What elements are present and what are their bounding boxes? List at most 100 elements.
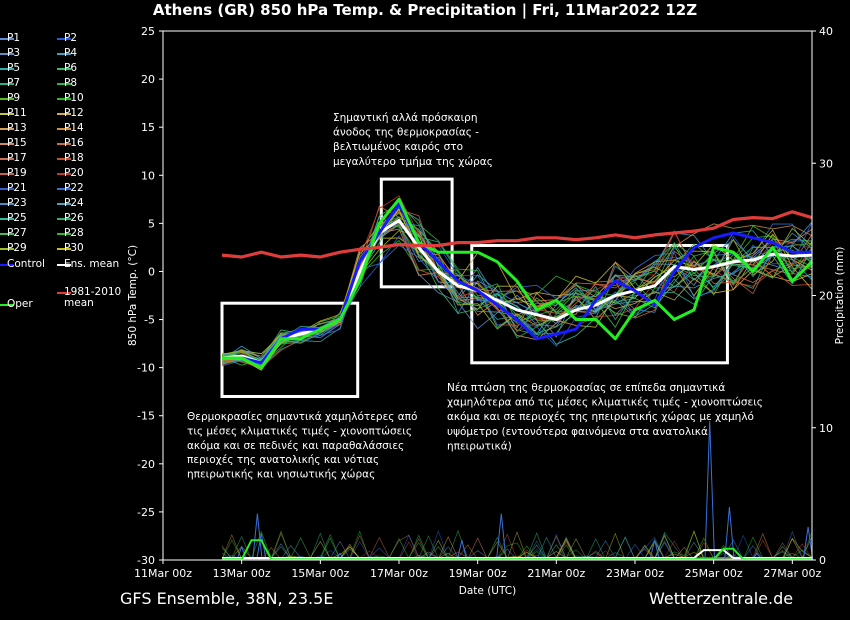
legend-label: P27 [7, 227, 27, 239]
y-tick-label: 15 [141, 121, 155, 134]
precip-spike [256, 533, 267, 561]
x-tick-label: 11Mar 00z [134, 567, 192, 580]
legend-label: P20 [64, 167, 84, 179]
y2-tick-label: 0 [819, 554, 826, 567]
legend-label: P16 [64, 137, 84, 149]
legend-swatch [57, 128, 71, 130]
precip-spike [802, 526, 814, 561]
legend-swatch [0, 83, 14, 85]
y-tick-label: 0 [148, 265, 155, 278]
annotation-cold-line: ηπειρωτικής και νησιωτικής χώρας [187, 469, 375, 481]
legend-swatch [0, 218, 14, 220]
legend-label: P3 [7, 47, 21, 59]
precip-spike [724, 507, 735, 561]
x-tick-label: 13Mar 00z [213, 567, 271, 580]
legend-swatch [0, 98, 14, 100]
legend-label: P21 [7, 182, 27, 194]
precip-spike [252, 513, 263, 561]
x-tick-label: 15Mar 00z [291, 567, 349, 580]
legend-label: P7 [7, 77, 21, 89]
legend-swatch [57, 68, 71, 70]
legend-label: P14 [64, 122, 84, 134]
y-tick-label: 10 [141, 169, 155, 182]
x-tick-label: 21Mar 00z [527, 567, 585, 580]
annotation-drop-line: χαμηλότερα από τις μέσες κλιματικές τιμέ… [447, 397, 763, 409]
legend-label: P23 [7, 197, 27, 209]
y2-tick-label: 40 [819, 25, 833, 38]
legend-label: P9 [7, 92, 21, 104]
legend-label: P13 [7, 122, 27, 134]
member-line-p9 [221, 212, 813, 371]
legend-label: P30 [64, 242, 84, 254]
legend-label: P22 [64, 182, 84, 194]
y-tick-label: -15 [137, 410, 155, 423]
legend-label: P18 [64, 152, 84, 164]
annotation-drop-line: Νέα πτώση της θερμοκρασίας σε επίπεδα ση… [447, 382, 725, 394]
legend-label: Oper [7, 298, 33, 310]
legend-swatch [57, 292, 71, 294]
x-tick-label: 27Mar 00z [763, 567, 821, 580]
legend-label: P6 [64, 62, 78, 74]
legend-swatch [57, 218, 71, 220]
y2-tick-label: 10 [819, 422, 833, 435]
legend-label: P29 [7, 242, 27, 254]
annotation-drop-line: ηπειρωτικά) [447, 440, 512, 452]
legend-label: P25 [7, 212, 27, 224]
legend-swatch [57, 143, 71, 145]
precip-spike [456, 540, 468, 561]
y-tick-label: 5 [148, 217, 155, 230]
legend-label: P2 [64, 32, 78, 44]
legend-label: P26 [64, 212, 84, 224]
legend-label: P4 [64, 47, 78, 59]
legend-swatch [0, 158, 14, 160]
legend-label: P11 [7, 107, 27, 119]
chart-title: Athens (GR) 850 hPa Temp. & Precipitatio… [152, 1, 698, 19]
member-line-p21 [221, 222, 813, 367]
annotation-drop-line: υψόμετρο (εντονότερα φαινόμενα στα ανατο… [447, 426, 708, 438]
y-tick-label: -5 [144, 314, 155, 327]
annotation-warm-line: βελτιωμένος καιρός στο [333, 141, 463, 153]
legend-swatch [0, 203, 14, 205]
site-credit: Wetterzentrale.de [649, 589, 794, 608]
legend-label: P15 [7, 137, 27, 149]
precip-spike [496, 513, 507, 561]
legend-swatch [0, 143, 14, 145]
model-info: GFS Ensemble, 38N, 23.5E [120, 589, 334, 608]
legend-swatch [0, 128, 14, 130]
member-precip-p28 [221, 530, 813, 561]
legend-label: P28 [64, 227, 84, 239]
x-tick-label: 17Mar 00z [370, 567, 428, 580]
annotation-cold-line: Θερμοκρασίες σημαντικά χαμηλότερες από [187, 411, 417, 423]
legend-label: P17 [7, 152, 27, 164]
annotation-warm-line: άνοδος της θερμοκρασίας - [333, 127, 479, 139]
mean-precip-line [222, 549, 812, 559]
member-line-p16 [221, 205, 813, 365]
legend-swatch [0, 113, 14, 115]
annotation-warm-line: Σημαντική αλλά πρόσκαιρη [333, 112, 477, 124]
legend-swatch [0, 68, 14, 70]
legend-swatch [0, 264, 14, 266]
legend-label: mean [64, 297, 94, 309]
legend-swatch [57, 264, 71, 266]
legend-label: P19 [7, 167, 27, 179]
x-tick-label: 23Mar 00z [606, 567, 664, 580]
legend-swatch [0, 304, 14, 306]
legend-swatch [57, 248, 71, 250]
legend-label: P12 [64, 107, 84, 119]
annotation-cold-line: ακόμα και σε πεδινές και παραθαλάσσιες [187, 440, 404, 452]
legend-swatch [0, 233, 14, 235]
legend-swatch [57, 233, 71, 235]
y-tick-label: -10 [137, 362, 155, 375]
y-tick-label: 25 [141, 25, 155, 38]
x-tick-label: 19Mar 00z [449, 567, 507, 580]
legend-label: P8 [64, 77, 78, 89]
member-line-p15 [221, 228, 813, 362]
x-axis-label: Date (UTC) [459, 585, 516, 597]
legend-swatch [57, 188, 71, 190]
legend-swatch [57, 83, 71, 85]
x-tick-label: 25Mar 00z [685, 567, 743, 580]
legend-swatch [57, 53, 71, 55]
annotation-drop-line: ακόμα και σε περιοχές της ηπειρωτικής χώ… [447, 411, 754, 423]
precip-spike [649, 540, 660, 561]
